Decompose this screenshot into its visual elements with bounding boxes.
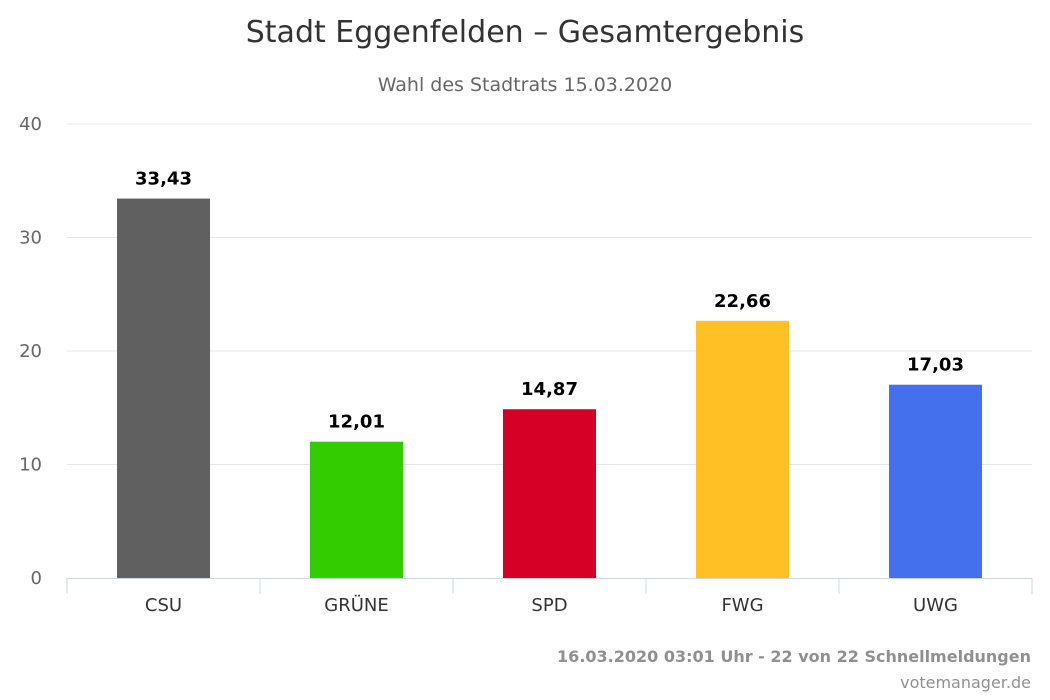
chart-subtitle: Wahl des Stadtrats 15.03.2020 — [378, 74, 673, 96]
y-tick-label: 0 — [31, 568, 42, 589]
bar-uwg[interactable] — [889, 384, 982, 578]
source-link[interactable]: votemanager.de — [900, 673, 1031, 692]
data-label: 22,66 — [714, 291, 771, 312]
x-tick-label: FWG — [721, 595, 763, 616]
y-tick-label: 30 — [19, 228, 42, 249]
bar-csu[interactable] — [117, 198, 210, 578]
chart-title: Stadt Eggenfelden – Gesamtergebnis — [246, 15, 804, 50]
bar-spd[interactable] — [503, 409, 596, 578]
y-tick-label: 40 — [19, 114, 42, 135]
x-tick-label: SPD — [531, 595, 567, 616]
data-label: 14,87 — [521, 379, 578, 400]
footer-source: votemanager.de — [900, 673, 1031, 692]
x-tick-label: UWG — [913, 595, 958, 616]
data-label: 17,03 — [907, 355, 964, 376]
footer-status: 16.03.2020 03:01 Uhr - 22 von 22 Schnell… — [557, 647, 1031, 666]
y-tick-label: 20 — [19, 341, 42, 362]
data-label: 33,43 — [135, 169, 192, 190]
x-axis: CSU GRÜNE SPD FWG UWG — [66, 578, 1033, 616]
bar-fwg[interactable] — [696, 320, 789, 578]
bar-grüne[interactable] — [310, 441, 403, 578]
y-tick-label: 10 — [19, 455, 42, 476]
bars: 33,43 12,01 14,87 22,66 17,03 — [117, 169, 982, 578]
y-axis-ticks: 0 10 20 30 40 — [19, 114, 42, 589]
data-label: 12,01 — [328, 412, 385, 433]
x-tick-label: GRÜNE — [324, 594, 388, 616]
x-tick-label: CSU — [145, 595, 182, 616]
